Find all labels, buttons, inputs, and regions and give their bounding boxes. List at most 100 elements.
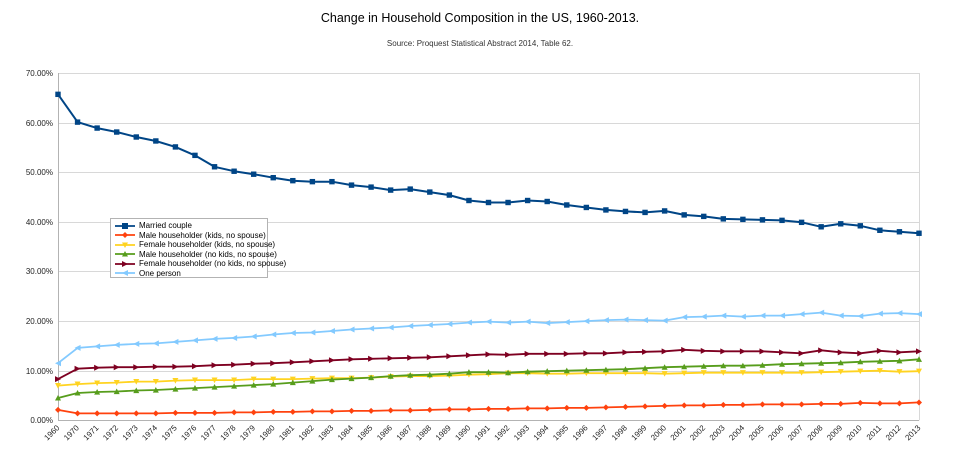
data-point-male-householder-no-kids-no-spouse — [407, 372, 414, 378]
data-point-one-person — [211, 335, 218, 342]
data-point-female-householder-no-kids-no-spouse — [231, 361, 238, 368]
data-point-one-person — [837, 312, 844, 319]
data-point-male-householder-no-kids-no-spouse — [563, 367, 570, 374]
data-point-married-couple — [818, 224, 824, 230]
data-point-married-couple — [701, 213, 707, 220]
data-point-male-householder-kids-no-spouse — [916, 399, 922, 406]
legend-marker-triangle-left-icon — [115, 270, 135, 277]
data-point-female-householder-no-kids-no-spouse — [270, 360, 277, 367]
data-point-female-householder-kids-no-spouse — [700, 370, 707, 376]
data-point-female-householder-kids-no-spouse — [739, 370, 746, 376]
legend-item-married-couple: Married couple — [115, 221, 263, 231]
data-point-married-couple — [622, 208, 629, 215]
data-point-female-householder-no-kids-no-spouse — [837, 349, 844, 356]
data-point-one-person — [465, 319, 472, 326]
data-point-female-householder-no-kids-no-spouse — [622, 349, 629, 356]
y-axis-label: 10.00% — [26, 367, 53, 376]
data-point-female-householder-no-kids-no-spouse — [583, 350, 590, 357]
data-point-female-householder-no-kids-no-spouse — [700, 347, 707, 354]
data-point-female-householder-no-kids-no-spouse — [739, 348, 746, 355]
data-point-female-householder-kids-no-spouse — [779, 370, 786, 376]
data-point-one-person — [798, 311, 805, 318]
data-point-female-householder-kids-no-spouse — [876, 368, 883, 374]
data-point-female-householder-kids-no-spouse — [191, 377, 198, 384]
data-point-married-couple — [309, 178, 316, 185]
data-point-married-couple — [211, 164, 218, 170]
data-point-female-householder-no-kids-no-spouse — [348, 356, 355, 363]
data-point-male-householder-kids-no-spouse — [55, 406, 61, 413]
data-point-male-householder-kids-no-spouse — [348, 407, 355, 414]
x-axis-label: 1983 — [316, 423, 335, 442]
data-point-one-person — [661, 317, 668, 324]
data-point-male-householder-kids-no-spouse — [328, 408, 335, 415]
legend-label: Male householder (kids, no spouse) — [139, 230, 266, 240]
legend-label: One person — [139, 268, 181, 278]
series-male-householder-no-kids-no-spouse — [55, 356, 922, 401]
y-axis-label: 30.00% — [26, 267, 53, 276]
data-point-male-householder-no-kids-no-spouse — [876, 358, 883, 364]
data-point-married-couple — [407, 186, 413, 192]
legend-marker-glyph — [122, 222, 128, 229]
data-point-female-householder-no-kids-no-spouse — [55, 376, 61, 383]
data-point-female-householder-kids-no-spouse — [622, 370, 629, 377]
data-point-one-person — [681, 314, 688, 321]
data-point-male-householder-no-kids-no-spouse — [133, 387, 140, 394]
data-point-male-householder-kids-no-spouse — [172, 409, 179, 416]
y-axis-label: 50.00% — [26, 168, 53, 177]
data-point-male-householder-no-kids-no-spouse — [798, 360, 805, 367]
data-point-male-householder-no-kids-no-spouse — [55, 394, 61, 401]
data-point-female-householder-kids-no-spouse — [55, 383, 61, 389]
series-line-married-couple — [57, 93, 920, 235]
data-point-male-householder-no-kids-no-spouse — [739, 362, 746, 369]
data-point-one-person — [368, 325, 375, 332]
data-point-female-householder-no-kids-no-spouse — [505, 351, 512, 358]
data-point-male-householder-no-kids-no-spouse — [896, 357, 903, 364]
data-point-married-couple — [642, 209, 648, 216]
data-point-male-householder-kids-no-spouse — [250, 409, 257, 416]
data-point-one-person — [700, 313, 707, 320]
legend-marker-glyph — [122, 232, 128, 239]
data-point-female-householder-no-kids-no-spouse — [544, 350, 551, 357]
data-point-one-person — [348, 326, 355, 333]
data-point-female-householder-no-kids-no-spouse — [465, 352, 472, 359]
legend-marker-glyph — [122, 260, 128, 267]
data-point-male-householder-no-kids-no-spouse — [250, 382, 257, 388]
data-point-one-person — [818, 309, 825, 316]
x-axis-label: 1996 — [571, 423, 590, 442]
data-point-married-couple — [896, 229, 903, 235]
data-point-female-householder-kids-no-spouse — [818, 369, 825, 376]
data-point-male-householder-no-kids-no-spouse — [485, 369, 492, 375]
data-point-female-householder-no-kids-no-spouse — [563, 350, 570, 357]
data-point-one-person — [720, 312, 727, 319]
data-point-male-householder-kids-no-spouse — [798, 401, 805, 408]
data-point-female-householder-no-kids-no-spouse — [407, 354, 414, 361]
y-axis-label: 60.00% — [26, 119, 53, 128]
data-point-male-householder-kids-no-spouse — [602, 404, 609, 411]
data-point-married-couple — [916, 230, 922, 236]
data-point-male-householder-no-kids-no-spouse — [837, 359, 844, 366]
data-point-male-householder-no-kids-no-spouse — [289, 379, 296, 386]
x-axis-label: 1980 — [258, 423, 277, 442]
legend-item-one-person: One person — [115, 269, 263, 279]
data-point-female-householder-no-kids-no-spouse — [387, 355, 394, 362]
x-axis-label: 2006 — [766, 423, 785, 442]
data-point-female-householder-no-kids-no-spouse — [720, 348, 727, 355]
data-point-female-householder-no-kids-no-spouse — [250, 360, 257, 367]
data-point-female-householder-kids-no-spouse — [250, 376, 257, 383]
data-point-married-couple — [603, 207, 609, 213]
x-axis-label: 1988 — [414, 423, 433, 442]
x-axis-label: 1994 — [532, 423, 551, 442]
legend-item-female-householder-no-kids-no-spouse: Female householder (no kids, no spouse) — [115, 259, 286, 269]
data-point-female-householder-no-kids-no-spouse — [876, 347, 883, 354]
x-axis-label: 1995 — [551, 423, 570, 442]
data-point-married-couple — [329, 178, 335, 185]
data-point-male-householder-kids-no-spouse — [74, 410, 81, 417]
data-point-male-householder-kids-no-spouse — [876, 400, 883, 407]
data-point-female-householder-kids-no-spouse — [896, 369, 903, 375]
legend-marker-triangle-down-icon — [115, 242, 135, 248]
x-axis-label: 2000 — [649, 423, 668, 442]
data-point-male-householder-kids-no-spouse — [524, 405, 531, 412]
data-point-female-householder-no-kids-no-spouse — [896, 349, 903, 356]
x-axis-label: 1987 — [395, 423, 414, 442]
